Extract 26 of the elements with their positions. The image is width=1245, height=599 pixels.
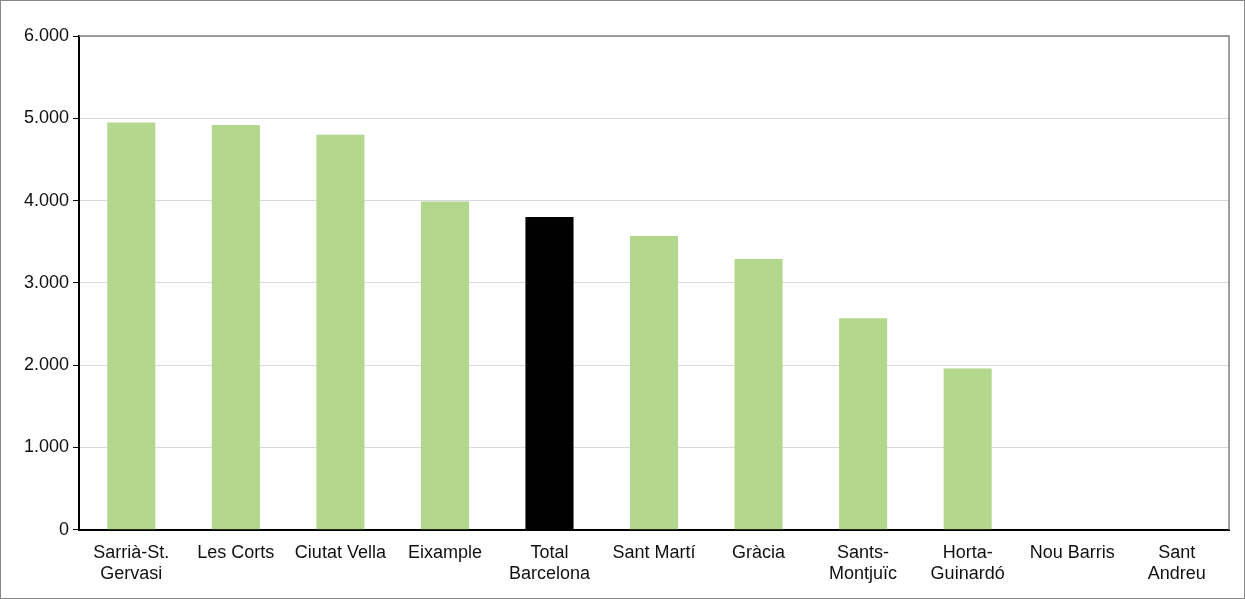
y-tick-label: 3.000 [24,271,70,292]
x-tick-label: Les Corts [197,541,275,562]
x-tick-label: Sants- Montjuïc [829,541,898,584]
bar [734,259,783,530]
y-tick-label: 5.000 [24,107,70,128]
y-tick-label: 1.000 [24,436,70,457]
x-tick-label: Eixample [407,541,482,562]
x-tick-label: Total Barcelona [508,541,591,584]
x-tick-label: Sant Andreu [1147,541,1206,584]
bar [629,235,679,530]
x-tick-label: Ciutat Vella [294,541,387,562]
bar [420,201,469,530]
bar [316,134,365,530]
x-tick-label: Sarrià-St. Gervasi [93,541,170,584]
bar [839,318,888,530]
x-tick-label: Horta- Guinardó [930,541,1005,584]
y-tick-label: 2.000 [24,354,70,375]
y-tick-label: 4.000 [24,189,70,210]
x-tick-label: Gràcia [732,541,787,562]
bar [211,124,260,530]
bar [943,368,992,530]
y-tick-label: 6.000 [24,24,70,45]
x-tick-label: Nou Barris [1029,541,1115,562]
y-tick-label: 0 [59,518,70,539]
x-tick-label: Sant Martí [612,541,696,562]
bar [107,122,156,530]
